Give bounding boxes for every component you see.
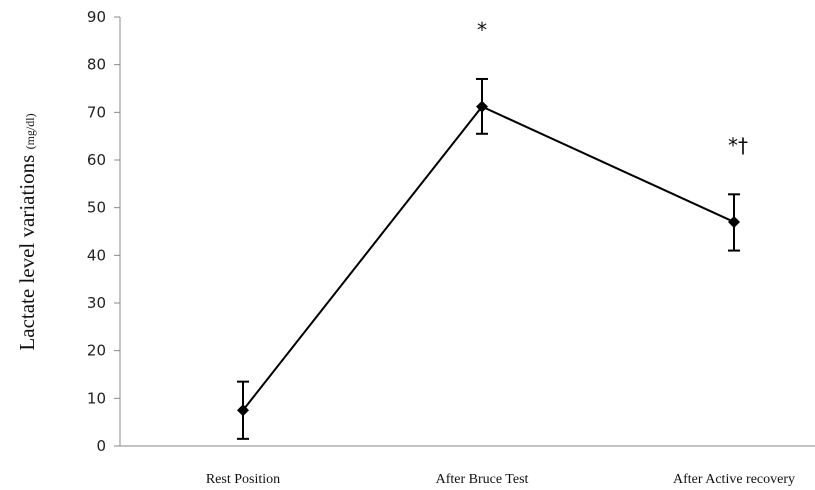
series-line [242, 105, 735, 411]
y-tick-label: 80 [87, 56, 106, 74]
data-point-marker [728, 215, 740, 228]
data-point-marker [237, 404, 249, 417]
y-axis: 0 10 20 30 40 50 60 70 80 90 [87, 8, 121, 455]
x-axis: Rest Position After Bruce Test After Activ… [120, 445, 815, 487]
y-tick-label: 10 [87, 389, 106, 407]
y-tick-label: 40 [87, 246, 106, 264]
x-tick-label: After Bruce Test [436, 472, 529, 487]
y-tick-label: 70 [87, 103, 106, 121]
x-tick-label: After Active recovery [673, 472, 795, 487]
y-tick-label: 50 [87, 199, 106, 217]
y-tick-label: 20 [87, 342, 106, 360]
series-group: * *† [237, 18, 748, 440]
y-axis-label: Lactate level variations (mg/dl) [15, 113, 39, 350]
significance-annotation: * [477, 18, 487, 42]
y-tick-label: 90 [87, 8, 106, 26]
x-tick-label: Rest Position [206, 472, 280, 487]
significance-annotation: *† [728, 133, 748, 157]
data-point-marker [476, 100, 488, 113]
y-tick-label: 60 [87, 151, 106, 169]
y-tick-label: 0 [96, 437, 106, 455]
y-tick-label: 30 [87, 294, 106, 312]
